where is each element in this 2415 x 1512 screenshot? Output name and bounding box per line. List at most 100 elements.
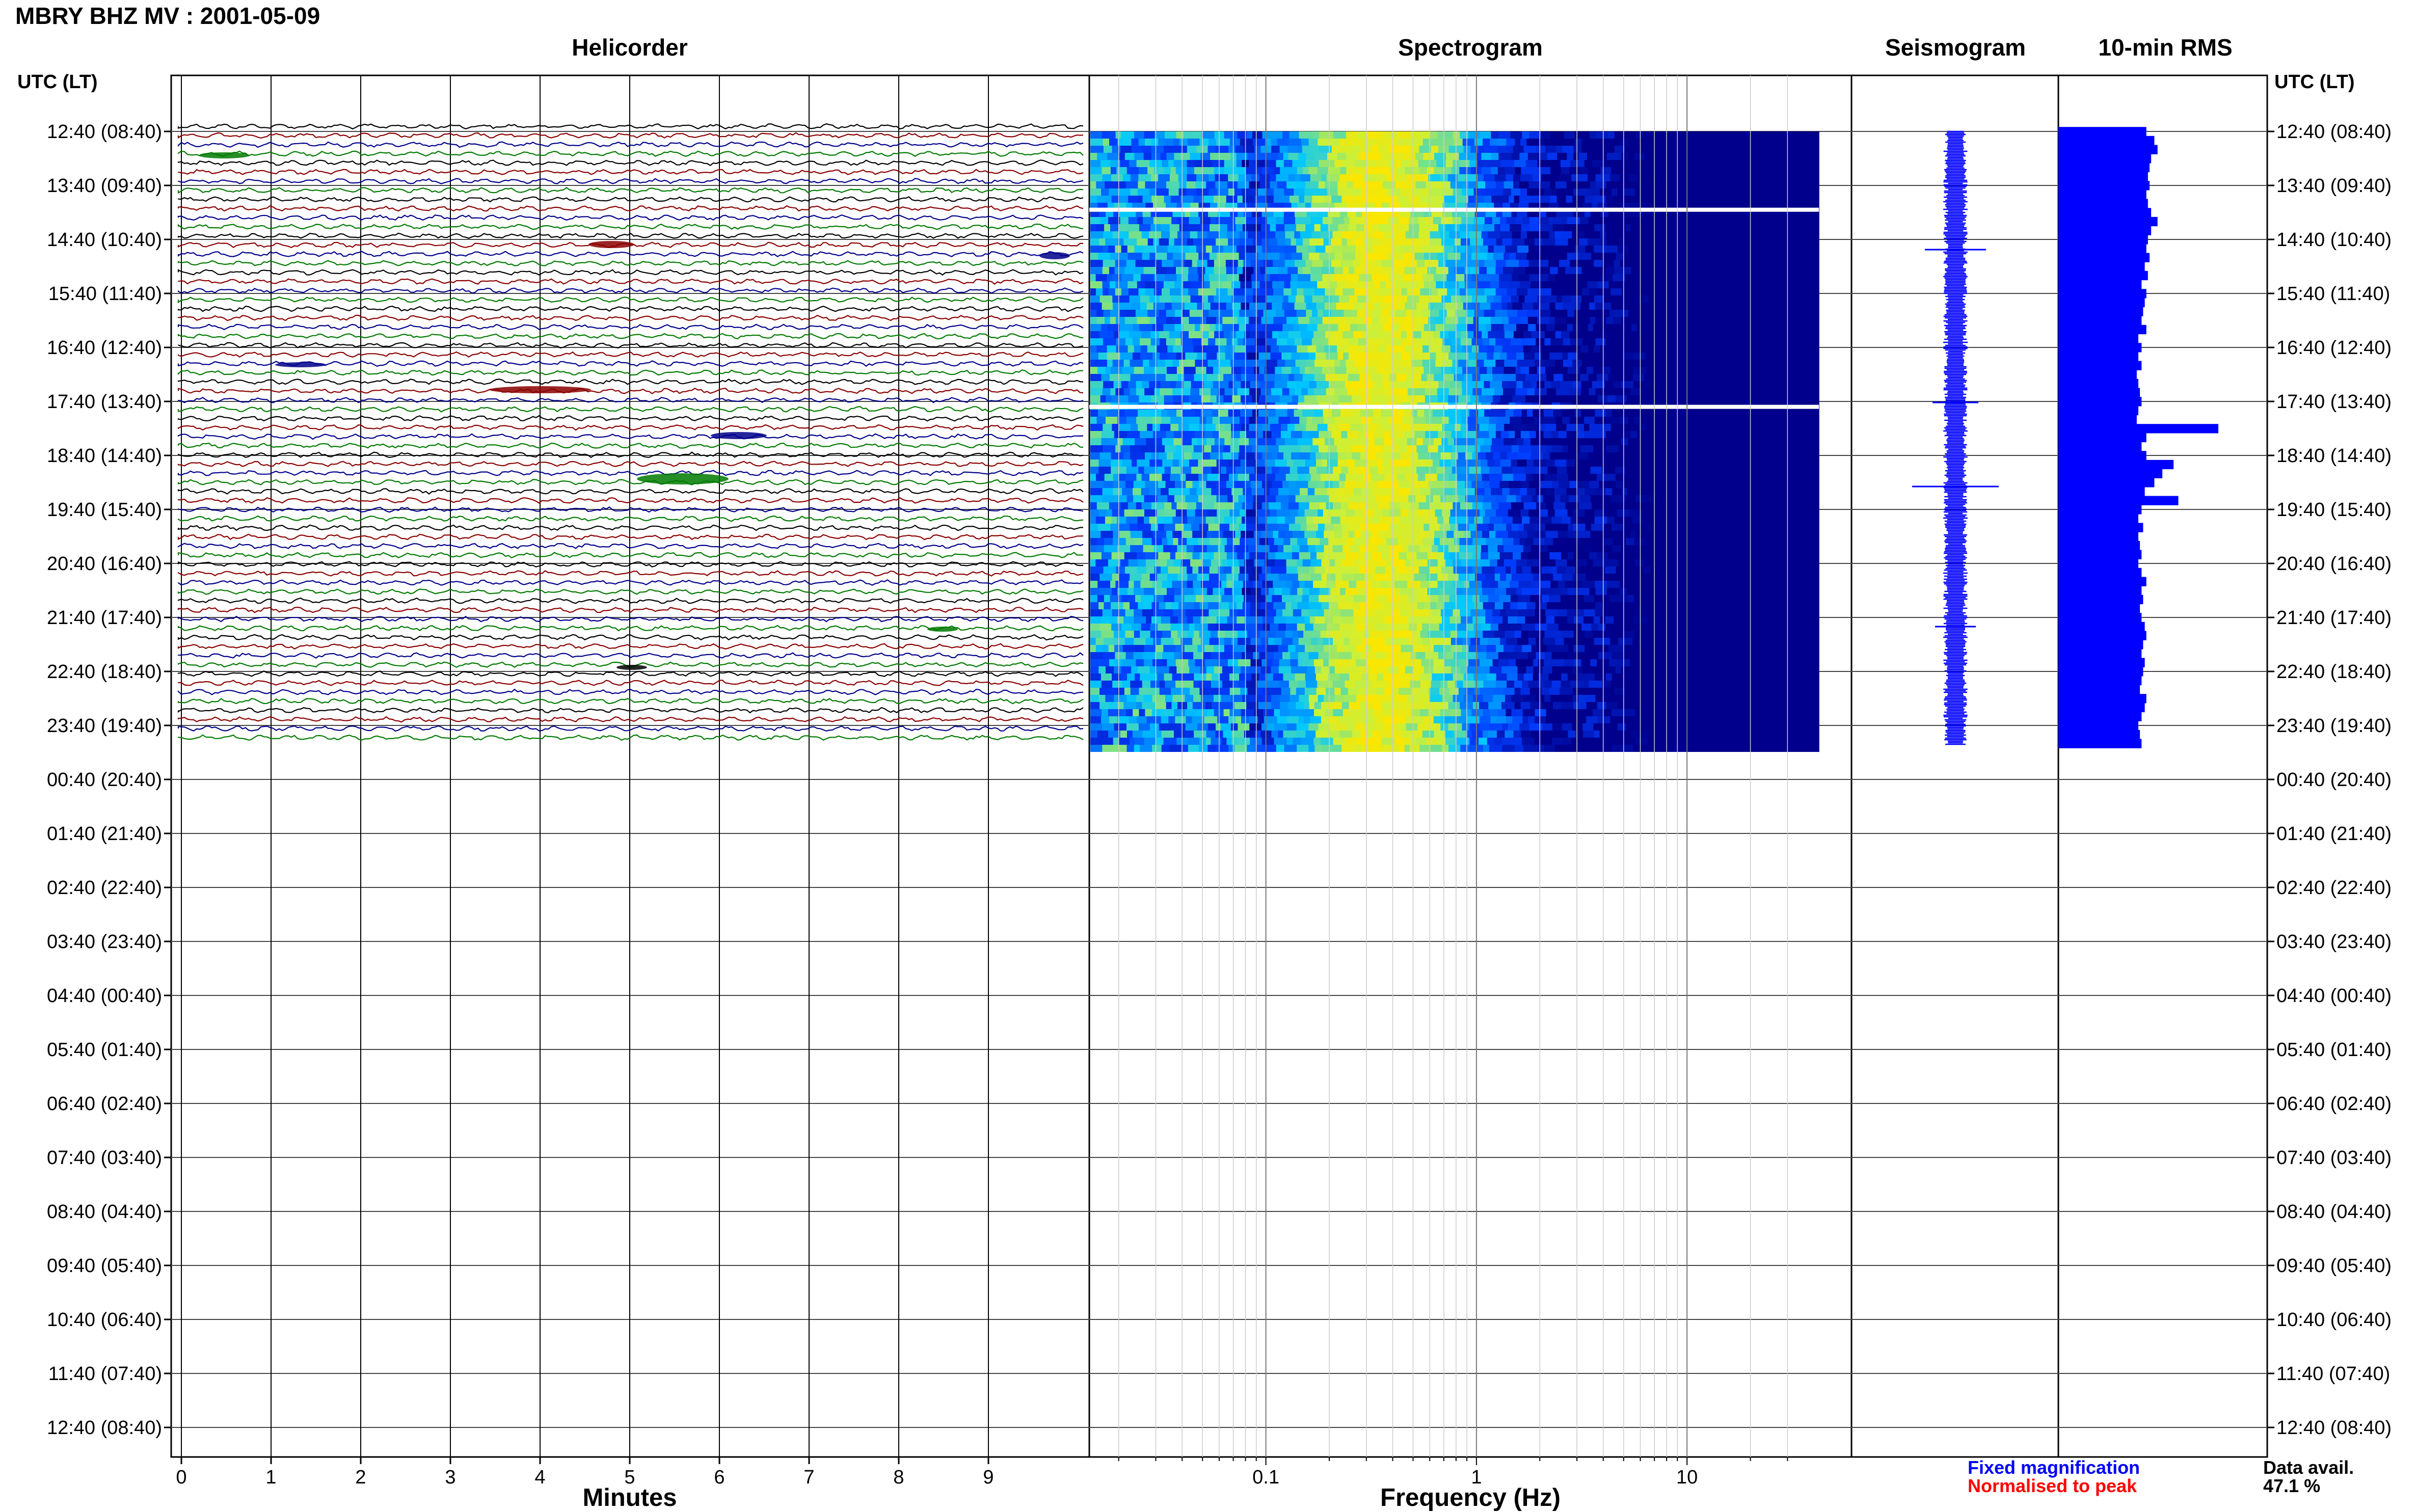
- spectrogram-cell: [1520, 281, 1531, 288]
- spectrogram-cell: [1634, 153, 1645, 160]
- spectrogram-cell: [1258, 188, 1266, 196]
- spectrogram-cell: [1636, 474, 1643, 481]
- spectrogram-cell: [1708, 460, 1715, 467]
- spectrogram-cell: [1223, 445, 1230, 452]
- spectrogram-cell: [1157, 517, 1164, 524]
- spectrogram-cell: [1327, 188, 1338, 196]
- spectrogram-cell: [1115, 388, 1124, 395]
- spectrogram-cell: [1366, 452, 1376, 460]
- spectrogram-cell: [1452, 431, 1463, 438]
- spectrogram-cell: [1714, 331, 1726, 338]
- spectrogram-cell: [1140, 431, 1153, 438]
- spectrogram-cell: [1552, 445, 1563, 452]
- spectrogram-cell: [1711, 160, 1722, 167]
- spectrogram-cell: [1727, 381, 1737, 388]
- spectrogram-cell: [1472, 274, 1480, 281]
- spectrogram-cell: [1170, 167, 1176, 174]
- spectrogram-cell: [1375, 509, 1383, 517]
- spectrogram-cell: [1184, 374, 1194, 381]
- spectrogram-cell: [1438, 431, 1445, 438]
- spectrogram-cell: [1671, 295, 1683, 303]
- spectrogram-cell: [1622, 196, 1627, 203]
- spectrogram-cell: [1310, 174, 1322, 181]
- spectrogram-cell: [1747, 324, 1756, 331]
- spectrogram-cell: [1643, 160, 1654, 167]
- spectrogram-cell: [1669, 246, 1676, 253]
- spectrogram-cell: [1438, 131, 1447, 139]
- spectrogram-cell: [1443, 181, 1451, 188]
- spectrogram-cell: [1641, 317, 1654, 324]
- spectrogram-cell: [1673, 395, 1680, 402]
- spectrogram-cell: [1617, 181, 1629, 188]
- spectrogram-cell: [1582, 288, 1590, 295]
- spectrogram-cell: [1129, 217, 1138, 224]
- spectrogram-cell: [1120, 324, 1134, 331]
- spectrogram-cell: [1701, 174, 1710, 181]
- helicorder-trace: [178, 452, 1083, 457]
- spectrogram-cell: [1267, 217, 1277, 224]
- spectrogram-cell: [1721, 417, 1726, 424]
- spectrogram-cell: [1521, 495, 1533, 502]
- spectrogram-cell: [1539, 167, 1551, 174]
- spectrogram-cell: [1106, 417, 1118, 424]
- spectrogram-cell: [1787, 417, 1796, 424]
- spectrogram-cell: [1672, 188, 1679, 196]
- spectrogram-cell: [1469, 474, 1483, 481]
- spectrogram-cell: [1460, 253, 1471, 260]
- spectrogram-cell: [1663, 367, 1673, 374]
- spectrogram-cell: [1199, 524, 1209, 531]
- spectrogram-cell: [1138, 196, 1143, 203]
- spectrogram-cell: [1627, 488, 1639, 495]
- spectrogram-cell: [1560, 395, 1573, 402]
- spectrogram-cell: [1680, 338, 1689, 345]
- spectrogram-cell: [1103, 445, 1116, 452]
- spectrogram-cell: [1569, 331, 1582, 338]
- spectrogram-cell: [1251, 260, 1264, 267]
- spectrogram-cell: [1654, 231, 1660, 238]
- spectrogram-cell: [1682, 295, 1690, 303]
- spectrogram-cell: [1429, 231, 1441, 238]
- spectrogram-cell: [1772, 281, 1784, 288]
- spectrogram-cell: [1422, 310, 1431, 317]
- spectrogram-cell: [1120, 445, 1130, 452]
- spectrogram-cell: [1128, 224, 1139, 231]
- spectrogram-cell: [1810, 502, 1818, 509]
- spectrogram-cell: [1354, 410, 1361, 417]
- spectrogram-cell: [1509, 317, 1521, 324]
- spectrogram-cell: [1338, 353, 1344, 360]
- spectrogram-cell: [1582, 360, 1594, 367]
- spectrogram-cell: [1790, 531, 1804, 538]
- spectrogram-cell: [1495, 531, 1509, 538]
- spectrogram-cell: [1430, 367, 1441, 374]
- spectrogram-cell: [1107, 345, 1117, 353]
- spectrogram-cell: [1584, 431, 1594, 438]
- helicorder-trace: [178, 261, 1083, 266]
- spectrogram-cell: [1680, 331, 1692, 338]
- spectrogram-cell: [1666, 274, 1677, 281]
- spectrogram-cell: [1152, 324, 1164, 331]
- spectrogram-cell: [1129, 288, 1139, 295]
- spectrogram-cell: [1433, 217, 1441, 224]
- spectrogram-cell: [1506, 217, 1516, 224]
- spectrogram-cell: [1433, 460, 1440, 467]
- spectrogram-cell: [1802, 438, 1809, 445]
- spectrogram-cell: [1447, 288, 1460, 295]
- spectrogram-cell: [1245, 167, 1252, 174]
- spectrogram-cell: [1458, 317, 1466, 324]
- spectrogram-cell: [1326, 360, 1334, 367]
- spectrogram-cell: [1402, 153, 1415, 160]
- spectrogram-cell: [1401, 360, 1412, 367]
- spectrogram-cell: [1153, 431, 1166, 438]
- spectrogram-cell: [1581, 388, 1589, 395]
- spectrogram-cell: [1632, 288, 1646, 295]
- spectrogram-cell: [1632, 146, 1640, 153]
- spectrogram-cell: [1681, 524, 1695, 531]
- spectrogram-cell: [1396, 231, 1406, 238]
- spectrogram-cell: [1130, 295, 1141, 303]
- spectrogram-cell: [1581, 174, 1588, 181]
- spectrogram-cell: [1327, 324, 1338, 331]
- spectrogram-cell: [1778, 217, 1785, 224]
- spectrogram-cell: [1723, 545, 1735, 552]
- spectrogram-cell: [1398, 131, 1410, 139]
- spectrogram-cell: [1215, 274, 1228, 281]
